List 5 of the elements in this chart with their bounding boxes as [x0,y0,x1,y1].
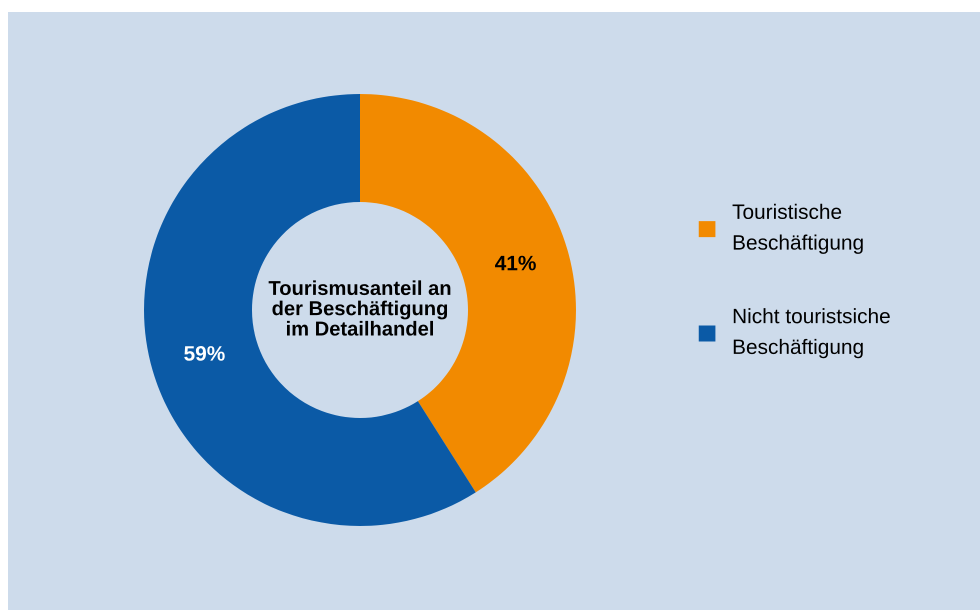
legend-label: Nicht touristsiche Beschäftigung [734,308,890,358]
legend-label: Touristische Beschäftigung [732,204,863,254]
data-label: 41% [495,256,536,270]
text: Tourismusanteil an der Beschäftigung im Detailhandel [268,280,450,336]
data-label: 59% [184,346,225,361]
